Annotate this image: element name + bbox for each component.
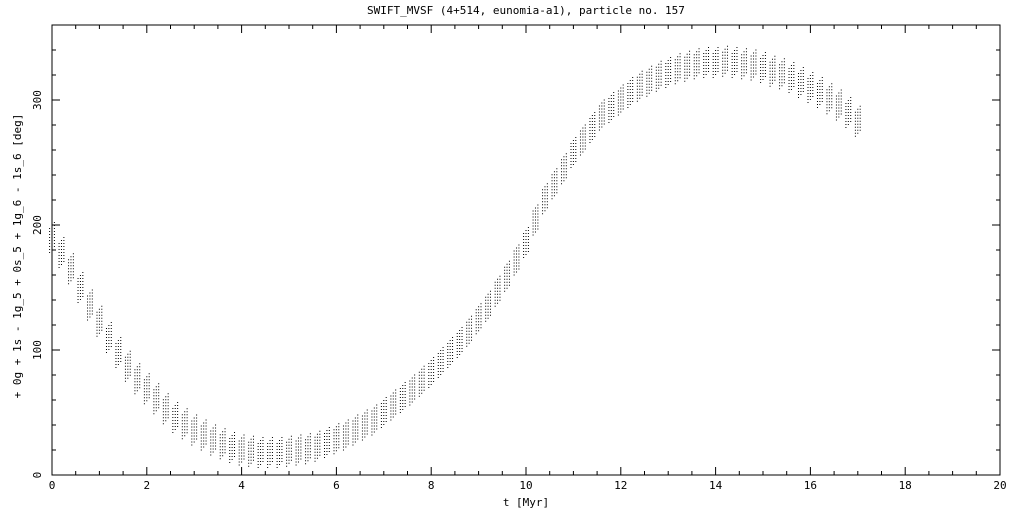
y-axis-label: + 0g + 1s - 1g_5 + 0s_5 + 1g_6 - 1s_6 [d… <box>11 114 24 399</box>
x-tick-label: 14 <box>709 479 723 492</box>
chart-title: SWIFT_MVSF (4+514, eunomia-a1), particle… <box>367 4 685 17</box>
points-layer <box>49 45 861 468</box>
y-tick-label: 100 <box>31 340 44 360</box>
x-tick-label: 8 <box>428 479 435 492</box>
plot-border <box>51 24 1001 476</box>
x-tick-label: 0 <box>49 479 56 492</box>
x-tick-label: 10 <box>519 479 532 492</box>
x-tick-label: 2 <box>143 479 150 492</box>
x-tick-label: 18 <box>899 479 912 492</box>
y-tick-label: 300 <box>31 90 44 110</box>
x-tick-label: 20 <box>993 479 1006 492</box>
ticks-layer <box>51 24 1001 476</box>
plot-frame <box>51 24 1001 476</box>
y-tick-label: 0 <box>31 472 44 479</box>
x-tick-label: 16 <box>804 479 817 492</box>
x-tick-label: 4 <box>238 479 245 492</box>
x-tick-label: 12 <box>614 479 627 492</box>
y-tick-label: 200 <box>31 215 44 235</box>
x-axis-label: t [Myr] <box>503 496 549 509</box>
x-tick-label: 6 <box>333 479 340 492</box>
